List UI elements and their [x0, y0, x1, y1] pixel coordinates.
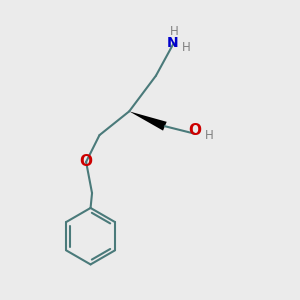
Text: N: N [167, 36, 178, 50]
Text: O: O [188, 123, 201, 138]
Polygon shape [129, 111, 167, 130]
Text: H: H [205, 129, 214, 142]
Text: H: H [169, 25, 178, 38]
Text: H: H [182, 41, 190, 54]
Text: O: O [80, 154, 93, 169]
